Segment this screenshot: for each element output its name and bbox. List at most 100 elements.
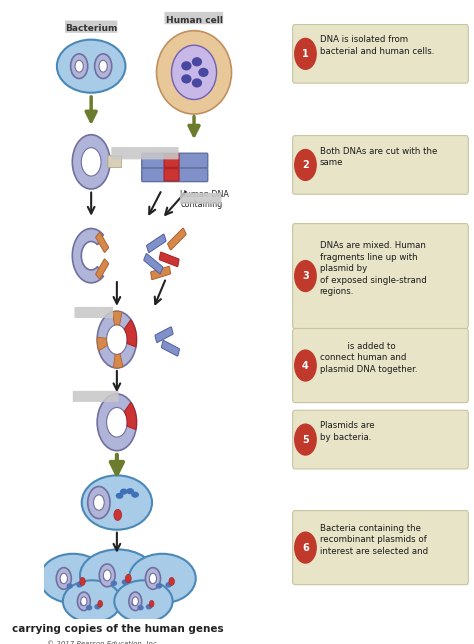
Ellipse shape [165,582,172,587]
Ellipse shape [120,489,128,495]
Wedge shape [97,337,108,351]
Ellipse shape [76,582,82,587]
FancyBboxPatch shape [292,328,468,402]
Text: DNAs are mixed. Human
fragments line up with
plasmid by
of exposed single-strand: DNAs are mixed. Human fragments line up … [319,242,426,296]
Circle shape [132,597,138,606]
Ellipse shape [103,575,109,581]
Ellipse shape [192,79,202,88]
FancyBboxPatch shape [162,341,180,356]
Ellipse shape [181,61,191,70]
Circle shape [73,135,110,189]
Ellipse shape [116,493,123,499]
Circle shape [88,486,110,518]
FancyBboxPatch shape [292,223,468,328]
FancyBboxPatch shape [142,168,208,182]
Text: is added to
connect human and
plasmid DNA together.: is added to connect human and plasmid DN… [319,342,417,374]
FancyBboxPatch shape [292,136,468,194]
Circle shape [295,424,316,455]
Ellipse shape [80,549,155,601]
Circle shape [169,578,174,585]
Circle shape [81,597,87,606]
FancyBboxPatch shape [74,307,113,318]
Wedge shape [112,311,122,325]
FancyBboxPatch shape [155,327,173,343]
Text: 6: 6 [302,543,309,553]
Circle shape [295,149,316,180]
FancyBboxPatch shape [146,234,166,252]
Ellipse shape [122,580,128,585]
FancyBboxPatch shape [108,156,122,167]
Circle shape [129,592,142,611]
Ellipse shape [94,604,100,609]
Ellipse shape [131,600,138,606]
Text: Human cell: Human cell [165,16,222,25]
FancyBboxPatch shape [164,154,179,167]
Circle shape [60,573,67,583]
FancyBboxPatch shape [292,410,468,469]
Circle shape [295,350,316,381]
Ellipse shape [126,488,134,494]
Ellipse shape [114,580,173,622]
Ellipse shape [66,583,73,589]
Circle shape [114,509,122,520]
Wedge shape [124,402,137,430]
Wedge shape [113,354,123,368]
Circle shape [107,408,127,437]
FancyBboxPatch shape [144,254,163,274]
FancyBboxPatch shape [180,193,221,204]
Circle shape [82,147,101,176]
FancyBboxPatch shape [164,169,179,181]
Text: Bacterium: Bacterium [65,24,118,33]
Text: 3: 3 [302,271,309,281]
Ellipse shape [146,604,152,609]
Circle shape [56,567,72,589]
Text: © 2017 Pearson Education, Inc.: © 2017 Pearson Education, Inc. [47,640,159,644]
Ellipse shape [57,40,126,93]
Ellipse shape [86,605,92,611]
Text: Bacteria containing the
recombinant plasmids of
interest are selected and: Bacteria containing the recombinant plas… [319,524,428,556]
Circle shape [107,325,127,354]
Circle shape [71,54,88,79]
FancyBboxPatch shape [151,267,171,279]
FancyBboxPatch shape [96,259,109,279]
Circle shape [80,578,85,585]
Text: 4: 4 [302,361,309,370]
FancyBboxPatch shape [292,511,468,585]
Ellipse shape [172,45,217,100]
FancyBboxPatch shape [96,232,109,252]
Ellipse shape [60,578,66,583]
Text: Human DNA
containing: Human DNA containing [180,189,229,209]
Circle shape [97,311,137,368]
Circle shape [98,600,102,607]
Ellipse shape [82,475,152,530]
Ellipse shape [198,68,209,77]
Text: Plasmids are
by bacteria.: Plasmids are by bacteria. [319,421,374,442]
Wedge shape [124,319,137,347]
Ellipse shape [80,600,86,606]
Ellipse shape [40,554,107,603]
Circle shape [77,592,90,611]
FancyBboxPatch shape [159,252,179,267]
Circle shape [99,61,107,72]
Ellipse shape [192,57,202,66]
Ellipse shape [156,31,231,114]
Text: DNA is isolated from
bacterial and human cells.: DNA is isolated from bacterial and human… [319,35,434,56]
Ellipse shape [137,605,144,611]
FancyBboxPatch shape [164,12,223,24]
Circle shape [95,54,112,79]
Text: 5: 5 [302,435,309,444]
Ellipse shape [131,491,139,498]
FancyBboxPatch shape [168,228,186,250]
FancyBboxPatch shape [73,391,118,402]
Ellipse shape [63,580,121,622]
FancyBboxPatch shape [292,24,468,83]
Circle shape [126,574,131,583]
Ellipse shape [129,554,196,603]
Ellipse shape [181,74,191,84]
Circle shape [295,532,316,563]
Polygon shape [73,229,103,283]
Text: 1: 1 [302,49,309,59]
Circle shape [149,600,154,607]
Text: 2: 2 [302,160,309,170]
Text: Both DNAs are cut with the
same: Both DNAs are cut with the same [319,147,437,167]
